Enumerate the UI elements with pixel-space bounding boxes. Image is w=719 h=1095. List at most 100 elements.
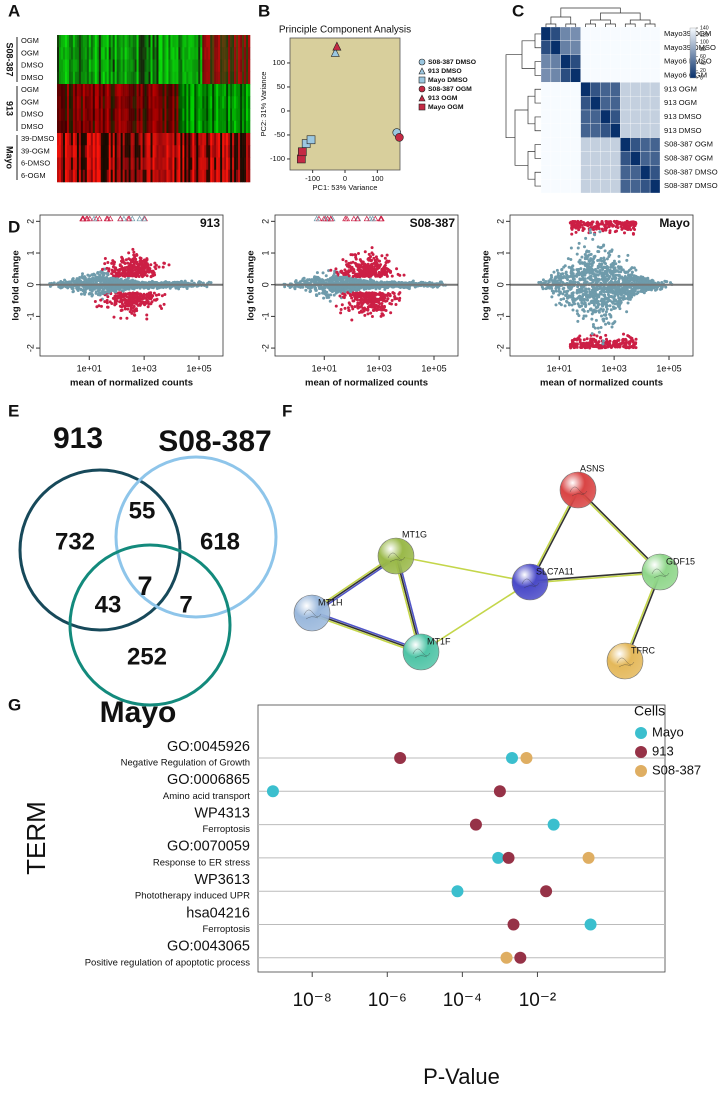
- heatmap-cell: [590, 40, 601, 55]
- heatmap-cell: [162, 59, 165, 73]
- heatmap-cell: [244, 35, 247, 48]
- heatmap-cell: [208, 59, 211, 73]
- heatmap-cell: [248, 169, 251, 183]
- heatmap-cell: [106, 59, 110, 73]
- heatmap-cell: [114, 133, 117, 146]
- heatmap-cell: [124, 47, 127, 60]
- heatmap-cell: [180, 145, 183, 158]
- row-label: OGM: [21, 36, 39, 45]
- heatmap-cell: [580, 137, 591, 152]
- heatmap-cell: [154, 120, 157, 134]
- heatmap-cell: [108, 120, 112, 134]
- heatmap-cell: [244, 71, 247, 85]
- heatmap-cell: [570, 96, 581, 111]
- heatmap-cell: [146, 47, 149, 60]
- heatmap-cell: [192, 96, 195, 109]
- heatmap-cell: [94, 133, 98, 146]
- heatmap-cell: [166, 157, 169, 171]
- heatmap-cell: [172, 145, 175, 158]
- cloud-point: [355, 264, 359, 268]
- heatmap-cell: [130, 96, 133, 109]
- cloud-point: [359, 300, 363, 304]
- row-label: S08-387 DMSO: [664, 167, 718, 176]
- row-label: Mayo6 OGM: [664, 70, 707, 79]
- heatmap-cell: [210, 35, 213, 48]
- heatmap-cell: [138, 47, 141, 60]
- heatmap-cell: [58, 59, 62, 73]
- cloud-point: [370, 301, 374, 305]
- heatmap-cell: [210, 169, 213, 183]
- heatmap-cell: [202, 47, 205, 60]
- heatmap-cell: [162, 169, 165, 183]
- color-tick-label: 120: [700, 33, 709, 39]
- heatmap-cell: [140, 120, 143, 134]
- dendrogram: [585, 23, 596, 27]
- heatmap-cell: [60, 157, 64, 171]
- heatmap-cell: [204, 145, 207, 158]
- cloud-point: [134, 294, 138, 298]
- cloud-point: [360, 310, 364, 314]
- heatmap-cell: [620, 54, 631, 69]
- heatmap-cell: [150, 35, 153, 48]
- heatmap-cell: [128, 157, 131, 171]
- heatmap-cell: [198, 157, 201, 171]
- heatmap-cell: [570, 151, 581, 166]
- heatmap-cell: [186, 133, 189, 146]
- heatmap-cell: [640, 151, 651, 166]
- heatmap-cell: [86, 120, 90, 134]
- heatmap-cell: [64, 169, 68, 183]
- heatmap-cell: [112, 145, 116, 158]
- heatmap-cell: [96, 35, 100, 48]
- heatmap-cell: [212, 120, 215, 134]
- cloud-point: [103, 300, 107, 304]
- heatmap-cell: [164, 59, 167, 73]
- heatmap-cell: [98, 157, 102, 171]
- heatmap-cell: [640, 123, 651, 138]
- heatmap-cell: [640, 68, 651, 83]
- heatmap-cell: [214, 133, 217, 146]
- heatmap-cell: [186, 96, 189, 109]
- heatmap-cell: [202, 133, 205, 146]
- heatmap-cell: [142, 145, 145, 158]
- cloud-point: [110, 278, 114, 282]
- heatmap-cell: [100, 133, 104, 146]
- heatmap-cell: [190, 47, 193, 60]
- heatmap-cell: [600, 96, 611, 111]
- heatmap-cell: [120, 157, 123, 171]
- heatmap-cell: [124, 133, 127, 146]
- heatmap-cell: [64, 35, 68, 48]
- heatmap-cell: [100, 84, 104, 97]
- heatmap-cell: [580, 179, 591, 194]
- heatmap-cell: [100, 47, 104, 60]
- panel-label: D: [8, 217, 20, 236]
- heatmap-cell: [246, 84, 249, 97]
- heatmap-cell: [184, 59, 187, 73]
- y-axis-label: log fold change: [11, 250, 22, 320]
- cloud-point: [117, 278, 121, 282]
- heatmap-cell: [64, 120, 68, 134]
- heatmap-cell: [70, 47, 74, 60]
- heatmap-cell: [57, 47, 60, 60]
- heatmap-cell: [228, 59, 231, 73]
- heatmap-cell: [104, 145, 108, 158]
- heatmap-cell: [210, 96, 213, 109]
- heatmap-cell: [224, 47, 227, 60]
- heatmap-cell: [134, 96, 137, 109]
- heatmap-cell: [212, 157, 215, 171]
- y-tick-label: -50: [274, 130, 285, 139]
- heatmap-cell: [570, 109, 581, 124]
- dendrogram: [550, 16, 572, 24]
- cloud-point: [144, 264, 148, 268]
- heatmap-cell: [108, 108, 112, 122]
- heatmap-cell: [60, 145, 64, 158]
- heatmap-cell: [158, 47, 161, 60]
- heatmap-cell: [57, 35, 60, 48]
- cloud-point: [324, 292, 328, 296]
- heatmap-cell: [226, 157, 229, 171]
- heatmap-cell: [120, 108, 123, 122]
- cloud-point: [117, 271, 121, 275]
- heatmap-cell: [202, 145, 205, 158]
- legend-label: Mayo DMSO: [428, 77, 468, 84]
- heatmap-cell: [560, 151, 571, 166]
